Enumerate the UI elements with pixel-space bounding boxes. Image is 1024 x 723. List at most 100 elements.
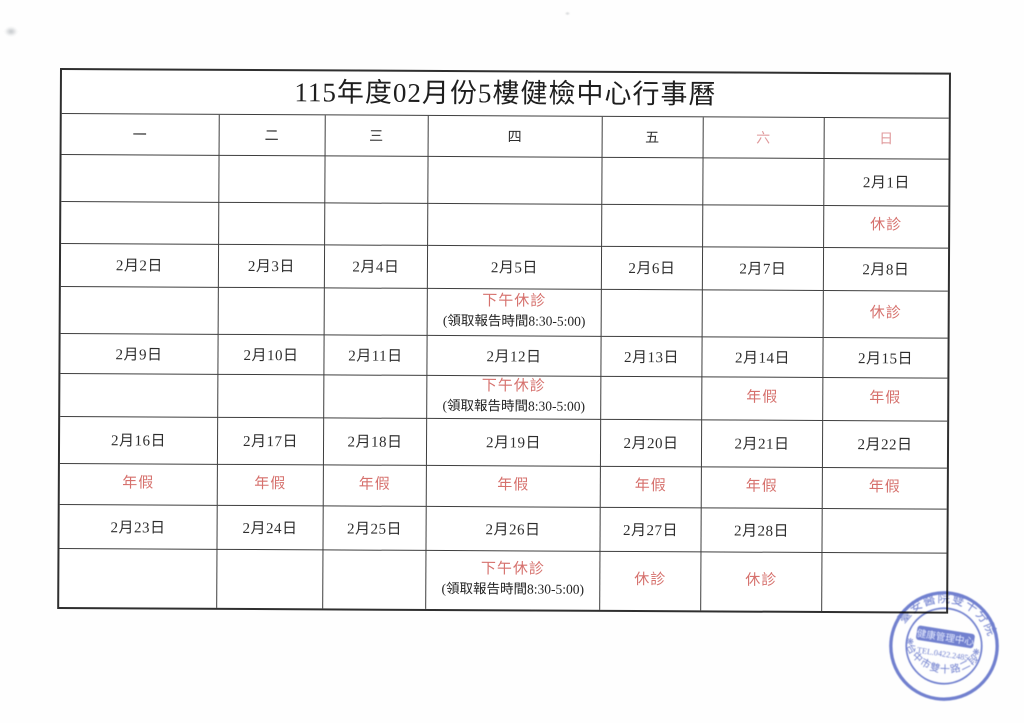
note-cell-week5-col5: 休診	[600, 551, 702, 610]
closure-note-red: 年假	[497, 477, 530, 494]
date-label: 2月26日	[485, 521, 541, 539]
date-cell-week3-col2: 2月10日	[218, 334, 325, 375]
closure-note-red: 年假	[746, 389, 779, 406]
weekday-header-1: 一	[61, 113, 220, 156]
weekday-header-3: 三	[325, 114, 429, 157]
date-cell-week2-col5: 2月6日	[601, 246, 704, 290]
date-label: 2月20日	[623, 435, 679, 453]
note-cell-week4-col6: 年假	[701, 466, 823, 509]
closure-note-red: 年假	[869, 389, 902, 407]
date-cell-week4-col1: 2月16日	[59, 416, 219, 465]
date-cell-week2-col7: 2月8日	[823, 247, 949, 292]
note-cell-week2-col2	[218, 287, 325, 335]
note-cell-week1-col7: 休診	[824, 205, 949, 249]
date-label: 2月1日	[862, 175, 910, 192]
weekday-header-7: 日	[824, 117, 949, 160]
date-label: 2月17日	[242, 433, 299, 451]
note-cell-week4-col3: 年假	[323, 464, 427, 507]
date-label: 2月6日	[628, 260, 676, 278]
note-cell-week2-col3	[324, 287, 428, 336]
date-cell-week2-col6: 2月7日	[702, 246, 825, 291]
date-label: 2月28日	[734, 523, 790, 540]
scan-artifact-speck	[564, 11, 571, 16]
report-time-note: (領取報告時間8:30-5:00)	[442, 312, 586, 329]
date-cell-week1-col1	[61, 154, 220, 203]
note-cell-week3-col6: 年假	[702, 376, 824, 421]
closure-note-red: 休診	[870, 217, 903, 234]
date-label: 2月8日	[862, 262, 910, 279]
date-cell-week2-col3: 2月4日	[324, 244, 429, 289]
date-label: 2月9日	[115, 346, 163, 364]
note-cell-week1-col5	[602, 204, 704, 247]
stamp-rosette-left-icon: ❋	[906, 636, 915, 647]
closure-note-red: 年假	[122, 475, 155, 492]
note-cell-week4-col2: 年假	[217, 464, 324, 506]
closure-note-red: 休診	[634, 571, 667, 588]
date-label: 2月25日	[347, 521, 403, 538]
closure-note-red: 下午休診	[482, 293, 547, 310]
stamp-rosette-right-icon: ❋	[972, 646, 981, 657]
date-cell-week5-col7	[822, 508, 947, 554]
date-label: 2月14日	[734, 350, 791, 367]
note-cell-week2-col7: 休診	[823, 290, 948, 339]
note-cell-week2-col5	[601, 289, 703, 337]
date-label: 2月11日	[348, 348, 403, 365]
calendar-table: 115年度02月份5樓健檢中心行事曆 一二三四五六日 2月1日 休診 2月2日 2月3日…	[57, 68, 951, 614]
date-cell-week5-col3: 2月25日	[323, 505, 427, 551]
note-cell-week5-col4: 下午休診 (領取報告時間8:30-5:00)	[426, 550, 601, 610]
note-cell-week3-col5	[601, 376, 703, 420]
date-cell-week3-col5: 2月13日	[601, 336, 703, 377]
note-cell-week5-col6: 休診	[701, 551, 823, 611]
closure-note-red: 下午休診	[481, 378, 546, 395]
date-cell-week4-col7: 2月22日	[822, 420, 948, 469]
date-label: 2月27日	[623, 522, 679, 539]
closure-note-red: 下午休診	[480, 561, 545, 578]
weekday-header-6: 六	[703, 116, 825, 159]
date-cell-week2-col4: 2月5日	[427, 245, 603, 290]
calendar-grid: 一二三四五六日 2月1日 休診 2月2日 2月3日 2月4日 2月5日 2月6日 2月7日 2月8…	[59, 113, 949, 612]
date-label: 2月22日	[857, 437, 913, 454]
date-cell-week1-col3	[325, 155, 429, 204]
date-label: 2月2日	[115, 258, 164, 275]
date-label: 2月5日	[490, 260, 538, 277]
closure-note-red: 年假	[634, 477, 667, 494]
date-label: 2月21日	[734, 436, 790, 453]
note-cell-week1-col6	[703, 204, 825, 248]
date-label: 2月3日	[247, 258, 296, 276]
note-cell-week4-col4: 年假	[426, 465, 601, 508]
date-cell-week4-col6: 2月21日	[701, 419, 824, 468]
date-cell-week3-col1: 2月9日	[60, 333, 219, 375]
date-cell-week2-col1: 2月2日	[60, 243, 220, 288]
date-cell-week5-col6: 2月28日	[701, 507, 823, 553]
note-cell-week3-col7: 年假	[823, 377, 948, 422]
note-cell-week1-col3	[325, 202, 429, 246]
date-label: 2月13日	[623, 349, 680, 366]
date-cell-week1-col5	[602, 157, 704, 205]
date-cell-week5-col2: 2月24日	[217, 505, 324, 550]
note-cell-week5-col1	[59, 548, 218, 608]
date-cell-week2-col2: 2月3日	[218, 244, 326, 288]
date-cell-week1-col7: 2月1日	[824, 158, 949, 207]
closure-note-red: 年假	[254, 475, 287, 492]
date-cell-week5-col1: 2月23日	[59, 504, 218, 550]
date-label: 2月4日	[352, 259, 400, 276]
date-label: 2月24日	[242, 520, 298, 537]
note-cell-week5-col2	[217, 549, 324, 608]
note-cell-week4-col7: 年假	[822, 467, 947, 510]
note-cell-week4-col5: 年假	[600, 466, 702, 508]
closure-note-red: 年假	[745, 478, 778, 495]
weekday-header-5: 五	[602, 116, 704, 158]
note-cell-week3-col2	[218, 374, 325, 418]
date-label: 2月19日	[485, 435, 542, 452]
date-label: 2月18日	[347, 434, 403, 451]
date-cell-week4-col4: 2月19日	[426, 418, 602, 467]
hospital-stamp-seal: 臺安醫院雙十分院 台中市雙十路二段 ❋ ❋ 健康管理中心 TEL.0422.24…	[889, 584, 1004, 701]
date-label: 2月12日	[486, 348, 542, 366]
note-cell-week1-col1	[61, 201, 220, 245]
calendar-title: 115年度02月份5樓健檢中心行事曆	[61, 70, 949, 119]
report-time-note: (領取報告時間8:30-5:00)	[441, 580, 585, 597]
closure-note-red: 年假	[868, 478, 901, 496]
date-cell-week5-col5: 2月27日	[600, 507, 702, 552]
weekday-header-4: 四	[428, 115, 603, 158]
